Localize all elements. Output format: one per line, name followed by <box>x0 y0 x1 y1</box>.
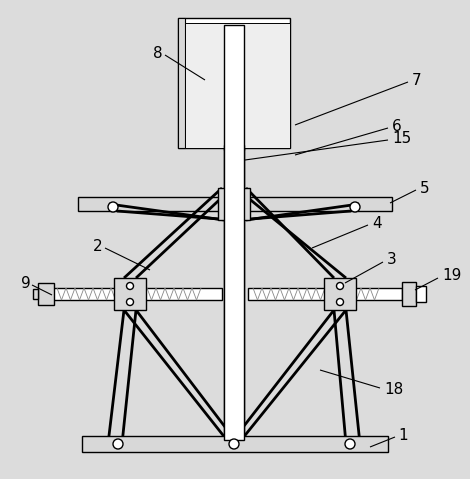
Text: 5: 5 <box>420 181 430 195</box>
Bar <box>402 282 416 306</box>
Bar <box>224 25 244 440</box>
Text: 8: 8 <box>153 46 163 60</box>
Bar <box>230 148 238 162</box>
Bar <box>185 23 290 148</box>
Bar <box>224 145 244 150</box>
Text: 15: 15 <box>392 130 411 146</box>
Bar <box>416 286 426 302</box>
Bar <box>82 436 388 452</box>
Text: 7: 7 <box>412 72 422 88</box>
Text: 3: 3 <box>387 252 397 267</box>
Text: 6: 6 <box>392 118 402 134</box>
Circle shape <box>108 202 118 212</box>
Bar <box>324 278 356 310</box>
Circle shape <box>345 439 355 449</box>
Text: 4: 4 <box>372 216 382 230</box>
Circle shape <box>126 298 133 306</box>
Bar <box>33 289 38 299</box>
Circle shape <box>337 283 344 289</box>
Bar <box>78 197 392 211</box>
Bar <box>218 188 250 220</box>
Circle shape <box>229 439 239 449</box>
Text: 18: 18 <box>384 383 403 398</box>
Text: 1: 1 <box>398 427 407 443</box>
Circle shape <box>113 439 123 449</box>
Bar <box>248 288 402 300</box>
Bar <box>178 18 185 148</box>
Circle shape <box>337 298 344 306</box>
Text: 2: 2 <box>93 239 103 253</box>
Bar <box>52 288 222 300</box>
Circle shape <box>350 202 360 212</box>
Bar <box>38 283 54 305</box>
Text: 19: 19 <box>442 269 462 284</box>
Bar <box>114 278 146 310</box>
Bar <box>178 18 290 148</box>
Text: 9: 9 <box>21 275 31 290</box>
Circle shape <box>126 283 133 289</box>
